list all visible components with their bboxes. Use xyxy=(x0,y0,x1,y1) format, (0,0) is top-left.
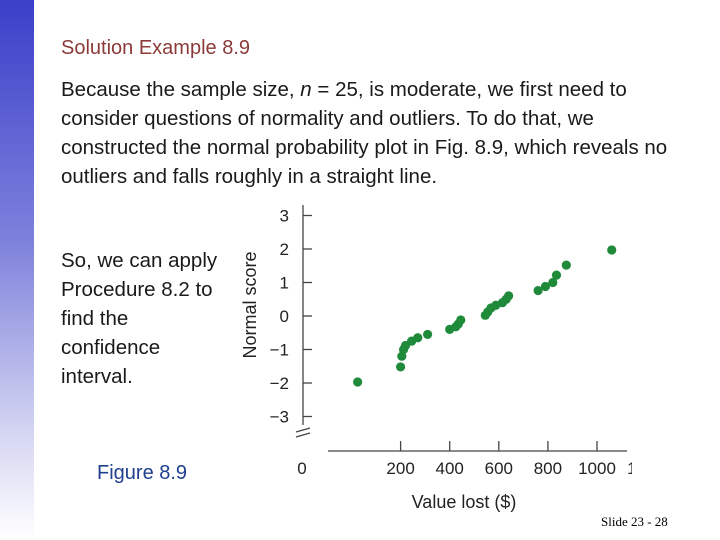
data-point xyxy=(456,315,466,325)
chart-axes: 3 2 1 0 −1 −2 −3 0 200 400 600 800 1000 1200 xyxy=(270,205,632,478)
y-tick-label: −2 xyxy=(270,374,289,393)
data-point xyxy=(561,260,571,270)
paragraph-before-n: Because the sample size, xyxy=(61,78,301,101)
x-tick-label: 600 xyxy=(485,459,513,478)
figure-caption: Figure 8.9 xyxy=(97,462,188,484)
y-tick-label: 2 xyxy=(280,240,289,259)
decorative-side-bar xyxy=(0,0,34,540)
body-paragraph: Because the sample size, n = 25, is mode… xyxy=(61,75,701,191)
n-symbol: n xyxy=(300,78,312,101)
data-point xyxy=(607,245,617,255)
chart-points xyxy=(353,245,617,387)
paragraph-after-n: = 25, is moderate, we first need to cons… xyxy=(61,78,668,188)
y-axis-label: Normal score xyxy=(240,251,260,358)
chart-labels: Normal score Value lost ($) xyxy=(240,251,516,512)
x-tick-label: 0 xyxy=(297,459,306,478)
y-tick-label: −1 xyxy=(270,341,289,360)
data-point xyxy=(548,277,558,288)
x-axis-label: Value lost ($) xyxy=(412,492,517,512)
data-point xyxy=(540,281,551,292)
data-point xyxy=(423,329,433,340)
data-point xyxy=(353,377,363,387)
y-tick-label: 3 xyxy=(280,207,289,226)
data-point xyxy=(413,333,423,343)
data-point xyxy=(504,291,514,301)
x-tick-label: 200 xyxy=(386,459,414,478)
data-point xyxy=(396,362,406,372)
slide-title: Solution Example 8.9 xyxy=(61,37,251,59)
y-axis-break-mark xyxy=(295,432,311,438)
y-tick-label: −3 xyxy=(270,408,289,427)
x-tick-label: 400 xyxy=(436,459,464,478)
slide-number: Slide 23 - 28 xyxy=(601,514,668,529)
conclusion-paragraph: So, we can apply Procedure 8.2 to find t… xyxy=(61,249,218,388)
y-tick-label: 0 xyxy=(280,307,289,326)
data-point xyxy=(533,285,543,296)
y-tick-label: 1 xyxy=(280,274,289,293)
data-point xyxy=(551,270,562,280)
x-tick-label: 1200 xyxy=(627,459,632,478)
x-tick-label: 1000 xyxy=(578,459,616,478)
x-tick-label: 800 xyxy=(534,459,562,478)
y-axis-break-mark xyxy=(295,427,311,433)
normal-probability-plot: 3 2 1 0 −1 −2 −3 0 200 400 600 800 1000 1200 Normal s… xyxy=(240,205,632,512)
